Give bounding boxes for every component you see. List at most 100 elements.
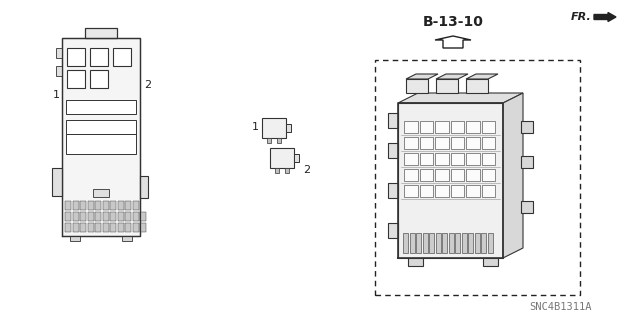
Bar — [466, 137, 479, 149]
Bar — [435, 233, 440, 253]
Bar — [122, 236, 132, 241]
Text: FR.: FR. — [572, 12, 592, 22]
Bar — [56, 66, 62, 76]
Bar — [416, 233, 421, 253]
Bar — [435, 169, 449, 181]
Bar — [95, 212, 101, 221]
Bar — [466, 153, 479, 165]
Bar — [72, 212, 79, 221]
Bar — [451, 121, 464, 133]
Bar — [118, 223, 124, 232]
Bar — [521, 156, 533, 168]
Bar — [408, 258, 423, 266]
Bar — [466, 79, 488, 93]
Bar — [88, 223, 93, 232]
Bar — [388, 223, 398, 238]
Bar — [435, 137, 449, 149]
Bar — [102, 201, 109, 210]
Bar — [65, 212, 71, 221]
FancyArrow shape — [594, 12, 616, 21]
Bar — [422, 233, 428, 253]
Bar — [110, 212, 116, 221]
Text: 1: 1 — [252, 122, 259, 132]
Bar — [461, 233, 467, 253]
Bar — [419, 121, 433, 133]
Bar — [435, 121, 449, 133]
Bar — [52, 168, 62, 196]
Bar — [93, 189, 109, 197]
Bar — [132, 223, 138, 232]
Bar — [262, 118, 286, 138]
Bar — [125, 212, 131, 221]
Bar — [419, 153, 433, 165]
Bar — [140, 212, 146, 221]
Bar — [67, 48, 85, 66]
Bar — [521, 201, 533, 213]
Bar — [95, 201, 101, 210]
Polygon shape — [466, 74, 498, 79]
Bar — [451, 169, 464, 181]
Bar — [62, 38, 140, 236]
Bar — [410, 233, 415, 253]
Bar — [80, 201, 86, 210]
Bar — [488, 233, 493, 253]
Bar — [80, 212, 86, 221]
Bar — [449, 233, 454, 253]
Bar — [442, 233, 447, 253]
Polygon shape — [503, 93, 523, 258]
Bar — [110, 223, 116, 232]
Bar — [285, 168, 289, 173]
Polygon shape — [398, 93, 523, 103]
Bar — [90, 48, 108, 66]
Bar — [404, 153, 417, 165]
Bar — [404, 137, 417, 149]
Bar — [451, 153, 464, 165]
Bar — [483, 258, 498, 266]
Bar — [275, 168, 279, 173]
Bar — [481, 153, 495, 165]
Bar — [481, 233, 486, 253]
Bar — [388, 143, 398, 158]
Bar — [481, 137, 495, 149]
Text: 2: 2 — [144, 80, 151, 90]
Bar — [70, 236, 80, 241]
Bar — [429, 233, 434, 253]
Bar — [102, 223, 109, 232]
Bar — [481, 185, 495, 197]
Bar — [65, 223, 71, 232]
Bar — [455, 233, 460, 253]
Bar — [277, 138, 281, 143]
Bar — [125, 201, 131, 210]
Bar — [65, 201, 71, 210]
Bar — [270, 148, 294, 168]
Bar — [286, 124, 291, 132]
Bar — [404, 169, 417, 181]
Bar — [419, 169, 433, 181]
Bar — [66, 120, 136, 134]
Bar — [404, 121, 417, 133]
Bar — [95, 223, 101, 232]
Bar — [388, 113, 398, 128]
Bar — [56, 48, 62, 58]
Bar — [466, 169, 479, 181]
Bar — [521, 121, 533, 133]
Bar — [419, 185, 433, 197]
Bar — [110, 201, 116, 210]
Bar — [468, 233, 473, 253]
Text: B-13-10: B-13-10 — [422, 15, 483, 29]
Bar — [72, 201, 79, 210]
Bar — [466, 185, 479, 197]
Bar — [406, 79, 428, 93]
Bar — [474, 233, 479, 253]
Bar — [451, 137, 464, 149]
Bar — [481, 121, 495, 133]
Bar — [113, 48, 131, 66]
Bar — [466, 121, 479, 133]
Bar — [435, 185, 449, 197]
Bar — [294, 154, 299, 162]
Bar — [132, 212, 138, 221]
Bar — [398, 103, 503, 258]
Bar — [90, 70, 108, 88]
Bar — [66, 134, 136, 154]
Bar — [435, 153, 449, 165]
